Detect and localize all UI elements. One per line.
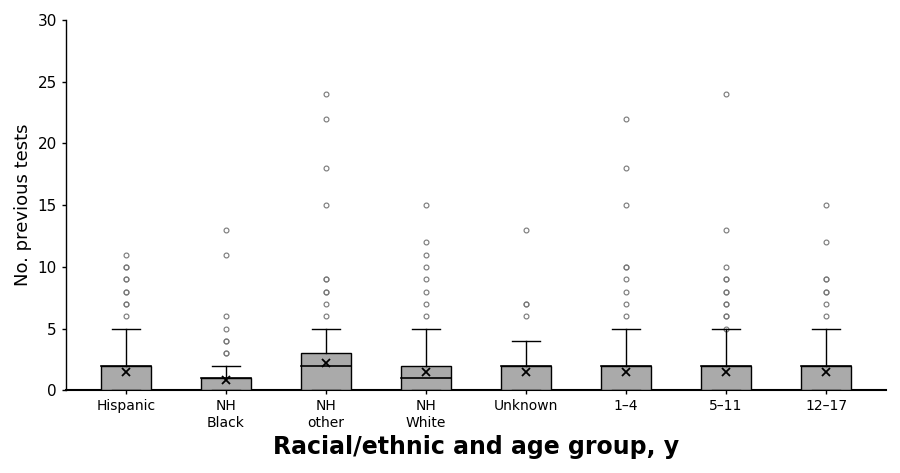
Bar <box>201 378 251 390</box>
Bar <box>601 366 651 390</box>
Y-axis label: No. previous tests: No. previous tests <box>14 124 32 286</box>
Bar <box>701 366 752 390</box>
Bar <box>301 353 351 390</box>
Bar <box>401 366 451 390</box>
Bar <box>501 366 551 390</box>
Bar <box>801 366 851 390</box>
X-axis label: Racial/ethnic and age group, y: Racial/ethnic and age group, y <box>273 435 679 459</box>
Bar <box>101 366 151 390</box>
